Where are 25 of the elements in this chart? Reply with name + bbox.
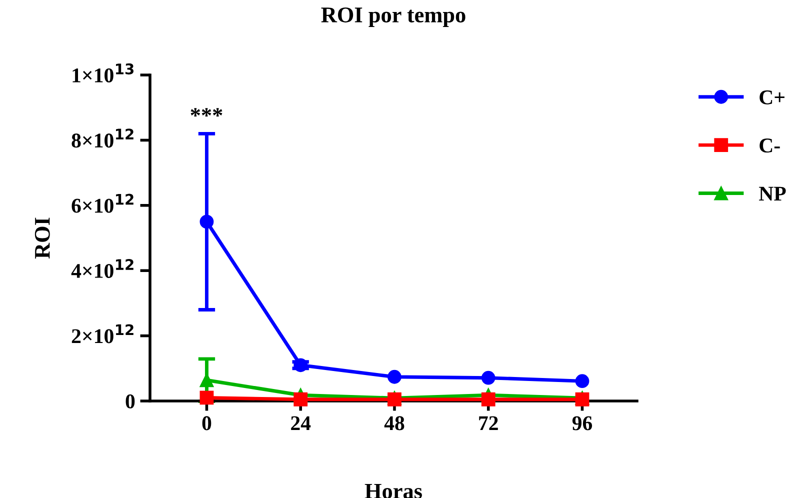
point bbox=[481, 392, 496, 406]
annotation: *** bbox=[190, 108, 222, 116]
x-tick-label: 48 bbox=[384, 416, 404, 430]
point bbox=[200, 214, 214, 229]
legend-label: C+ bbox=[760, 90, 784, 104]
legend-label: NP bbox=[759, 186, 786, 201]
point bbox=[200, 390, 214, 405]
point bbox=[388, 370, 402, 384]
point bbox=[575, 374, 590, 388]
y-tick-label: 2×10$^{12}$ bbox=[72, 324, 134, 344]
x-tick-label: 0 bbox=[202, 416, 212, 430]
point bbox=[294, 392, 308, 406]
y-tick-label: 0 bbox=[126, 394, 135, 408]
y-tick-label: 8×10$^{12}$ bbox=[72, 128, 134, 148]
x-tick-label: 24 bbox=[291, 416, 311, 430]
y-axis-title: ROI bbox=[34, 218, 50, 259]
point bbox=[200, 373, 214, 388]
y-tick-label: 4×10$^{12}$ bbox=[71, 259, 134, 278]
legend-label: C- bbox=[760, 138, 780, 153]
x-tick-label: 96 bbox=[572, 416, 592, 430]
y-tick-label: 6×10$^{12}$ bbox=[72, 194, 134, 213]
point bbox=[481, 370, 496, 385]
y-tick-label: 1×10$^{13}$ bbox=[72, 63, 134, 82]
chart-title: ROI por tempo bbox=[321, 8, 466, 27]
x-tick-label: 72 bbox=[479, 416, 498, 430]
